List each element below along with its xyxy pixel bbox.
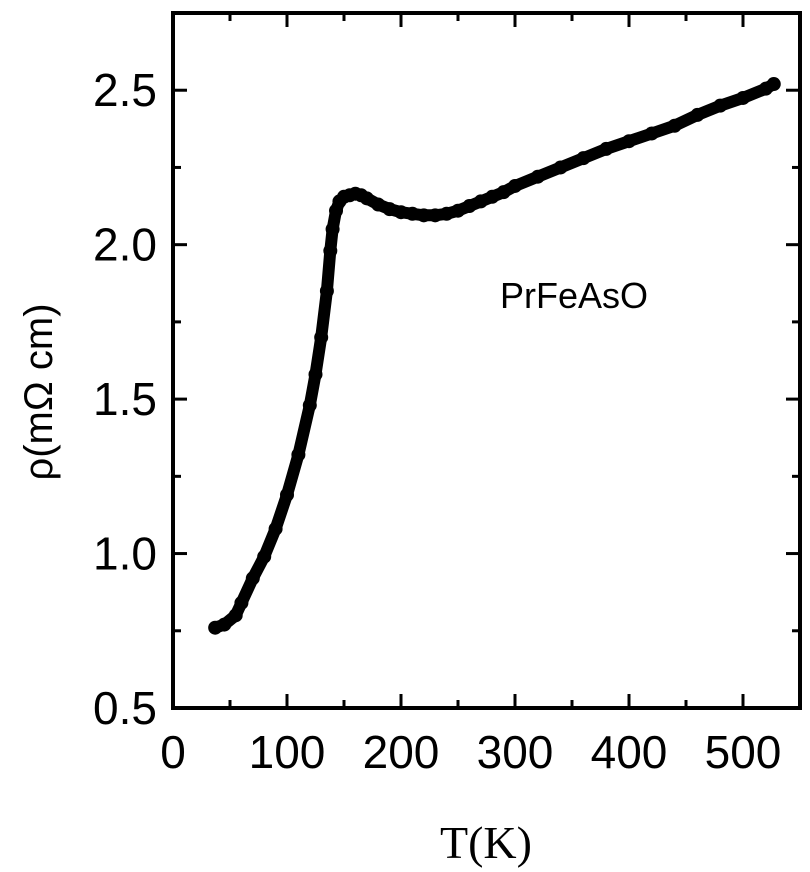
x-axis-label: T(K) [440, 817, 532, 868]
data-point [268, 521, 283, 536]
data-point [428, 208, 443, 223]
data-point [280, 487, 294, 502]
sample-annotation: PrFeAsO [500, 275, 648, 316]
y-tick-label: 1.0 [93, 528, 157, 580]
data-point [508, 178, 522, 193]
y-tick-label: 2.5 [93, 64, 157, 116]
data-point [713, 98, 728, 113]
data-point [690, 107, 705, 122]
data-point [496, 185, 511, 200]
data-point [644, 126, 659, 141]
data-point [576, 151, 591, 166]
data-point [325, 222, 340, 237]
data-point [485, 189, 500, 204]
series-line [209, 78, 780, 634]
data-point [622, 134, 636, 149]
data-point [416, 208, 431, 223]
data-series [208, 77, 781, 635]
data-point [473, 194, 488, 209]
data-point [766, 77, 781, 92]
data-point [257, 549, 272, 564]
data-point [314, 330, 329, 345]
data-point [599, 141, 614, 156]
data-point [667, 118, 682, 133]
data-point [736, 90, 750, 105]
y-tick-label: 0.5 [93, 682, 157, 734]
data-point [530, 169, 545, 184]
x-tick-label: 400 [591, 726, 668, 778]
data-point [359, 191, 374, 206]
x-tick-label: 300 [477, 726, 554, 778]
tick-labels: 0 100 200 300 400 500 0.5 1.0 1.5 2.0 2.5 [93, 64, 781, 778]
data-point [451, 203, 465, 218]
data-point [371, 197, 386, 212]
data-point [405, 206, 420, 221]
x-tick-label: 200 [363, 726, 440, 778]
y-tick-label: 1.5 [93, 373, 157, 425]
data-point [439, 206, 454, 221]
data-point [319, 284, 334, 298]
axis-ticks [171, 13, 800, 710]
data-point [462, 199, 477, 214]
data-point [234, 595, 249, 610]
y-axis-label: ρ(mΩ cm) [17, 303, 61, 480]
data-point [394, 205, 408, 220]
x-tick-label: 0 [160, 726, 186, 778]
data-point [245, 571, 260, 586]
data-point [553, 160, 568, 175]
y-tick-label: 2.0 [93, 219, 157, 271]
data-point [291, 447, 306, 462]
data-point [228, 608, 243, 623]
x-tick-label: 100 [249, 726, 326, 778]
data-point [217, 617, 232, 632]
data-point [323, 243, 338, 258]
data-point [382, 202, 397, 217]
data-point [302, 398, 317, 413]
plot-frame [171, 11, 802, 710]
data-point [308, 367, 323, 382]
x-tick-label: 500 [705, 726, 782, 778]
